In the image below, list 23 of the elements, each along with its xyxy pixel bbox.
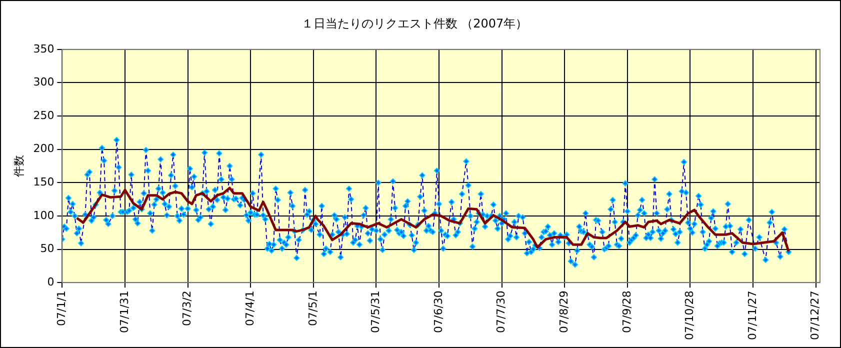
- x-tick-label: 07/10/28: [683, 290, 696, 340]
- y-tick-label: 200: [33, 142, 54, 156]
- x-tick-label: 07/6/30: [432, 290, 445, 334]
- x-tick-label: 07/9/28: [620, 290, 634, 334]
- x-tick-label: 07/5/1: [306, 290, 320, 326]
- x-tick-label: 07/8/29: [557, 290, 570, 334]
- x-tick-label: 07/12/27: [808, 290, 822, 340]
- y-axis-title: 件数: [12, 155, 26, 177]
- x-tick-label: 07/1/31: [118, 290, 131, 334]
- y-tick-label: 0: [47, 275, 54, 288]
- x-tick-label: 07/1/1: [55, 290, 68, 326]
- x-tick-label: 07/3/2: [180, 290, 194, 326]
- x-tick-label: 07/4/1: [243, 290, 256, 326]
- y-tick-label: 250: [33, 108, 54, 122]
- x-tick-label: 07/11/27: [746, 290, 759, 340]
- x-tick-label: 07/7/30: [494, 290, 508, 334]
- chart-title: １日当たりのリクエスト件数 （2007年）: [301, 16, 528, 30]
- y-tick-label: 150: [33, 176, 54, 189]
- y-tick-label: 300: [33, 76, 54, 89]
- y-tick-label: 50: [40, 242, 54, 256]
- y-tick-label: 350: [33, 42, 54, 56]
- x-tick-label: 07/5/31: [369, 290, 382, 334]
- y-tick-label: 100: [33, 208, 54, 222]
